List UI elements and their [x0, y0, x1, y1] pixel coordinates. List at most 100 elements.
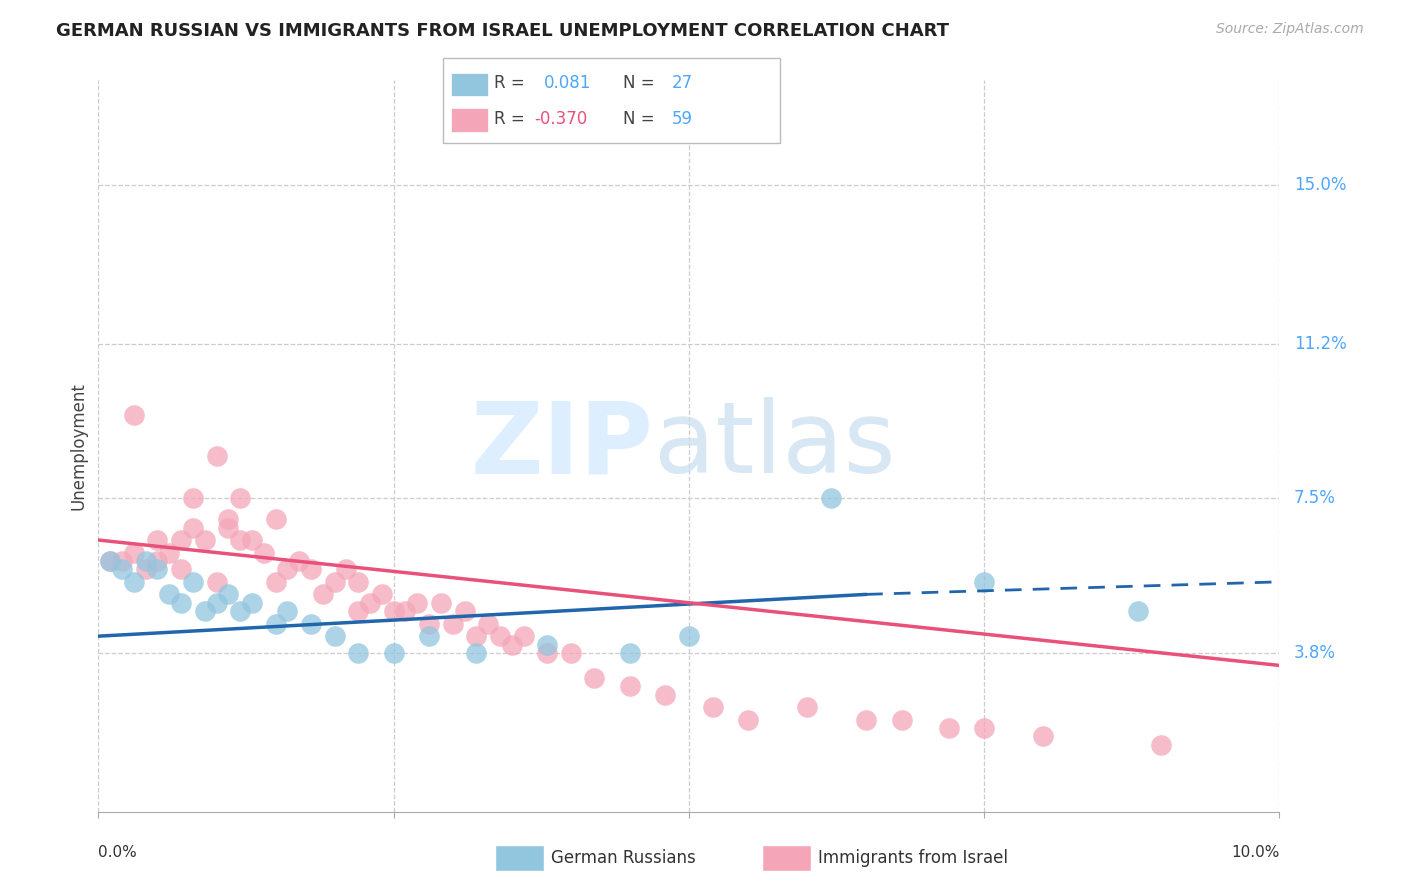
Text: ZIP: ZIP [471, 398, 654, 494]
Point [217, 520, 239, 534]
Point [98, 554, 121, 568]
Point [465, 629, 488, 643]
Point [181, 574, 204, 589]
Point [406, 596, 429, 610]
Point [264, 512, 287, 526]
Point [276, 604, 298, 618]
Point [347, 604, 370, 618]
Point [477, 616, 499, 631]
Point [347, 646, 370, 660]
Text: N =: N = [623, 74, 654, 92]
Text: 59: 59 [672, 110, 693, 128]
Point [347, 574, 370, 589]
Point [1032, 730, 1054, 744]
Text: German Russians: German Russians [551, 849, 696, 867]
Point [194, 604, 217, 618]
Point [512, 629, 534, 643]
Text: Source: ZipAtlas.com: Source: ZipAtlas.com [1216, 22, 1364, 37]
Text: N =: N = [623, 110, 654, 128]
Point [1126, 604, 1149, 618]
Point [240, 596, 263, 610]
Point [111, 562, 134, 576]
Point [240, 533, 263, 547]
Point [501, 638, 523, 652]
Point [157, 587, 180, 601]
Point [973, 574, 995, 589]
Point [1150, 738, 1173, 752]
Point [299, 562, 322, 576]
Point [583, 671, 606, 685]
Point [489, 629, 512, 643]
Point [536, 646, 558, 660]
Point [796, 700, 818, 714]
Point [264, 616, 287, 631]
Point [382, 646, 405, 660]
Point [382, 604, 405, 618]
Point [441, 616, 464, 631]
Point [619, 646, 641, 660]
Point [312, 587, 335, 601]
Point [430, 596, 453, 610]
Point [973, 721, 995, 735]
Point [288, 554, 311, 568]
Text: atlas: atlas [654, 398, 896, 494]
Point [938, 721, 960, 735]
Point [122, 545, 145, 559]
Point [264, 574, 287, 589]
Point [229, 533, 252, 547]
Point [146, 554, 169, 568]
Point [536, 638, 558, 652]
Point [217, 587, 239, 601]
Y-axis label: Unemployment: Unemployment [69, 382, 87, 510]
Text: 0.081: 0.081 [544, 74, 592, 92]
Point [678, 629, 700, 643]
Text: 10.0%: 10.0% [1232, 845, 1279, 860]
Point [181, 491, 204, 506]
Point [299, 616, 322, 631]
Text: 0.0%: 0.0% [98, 845, 138, 860]
Point [371, 587, 394, 601]
Point [135, 562, 157, 576]
Point [157, 545, 180, 559]
Point [135, 554, 157, 568]
Point [335, 562, 357, 576]
Text: 27: 27 [672, 74, 693, 92]
Point [418, 629, 440, 643]
Point [170, 562, 193, 576]
Text: 3.8%: 3.8% [1294, 644, 1336, 662]
Point [229, 491, 252, 506]
Point [194, 533, 217, 547]
Point [394, 604, 416, 618]
Point [654, 688, 676, 702]
Point [560, 646, 582, 660]
Point [205, 450, 228, 464]
Point [323, 629, 346, 643]
Point [820, 491, 842, 506]
Point [205, 574, 228, 589]
Point [98, 554, 121, 568]
Text: Immigrants from Israel: Immigrants from Israel [818, 849, 1008, 867]
Point [229, 604, 252, 618]
Point [122, 408, 145, 422]
Point [323, 574, 346, 589]
Text: 7.5%: 7.5% [1294, 489, 1336, 508]
Point [702, 700, 724, 714]
Text: -0.370: -0.370 [534, 110, 588, 128]
Point [890, 713, 912, 727]
Point [453, 604, 475, 618]
Point [205, 596, 228, 610]
Point [276, 562, 298, 576]
Point [737, 713, 759, 727]
Point [359, 596, 381, 610]
Text: R =: R = [494, 110, 524, 128]
Point [181, 520, 204, 534]
Point [253, 545, 276, 559]
Point [146, 533, 169, 547]
Point [146, 562, 169, 576]
Point [111, 554, 134, 568]
Text: 11.2%: 11.2% [1294, 334, 1347, 352]
Text: R =: R = [494, 74, 524, 92]
Point [855, 713, 877, 727]
Point [465, 646, 488, 660]
Text: 15.0%: 15.0% [1294, 176, 1346, 194]
